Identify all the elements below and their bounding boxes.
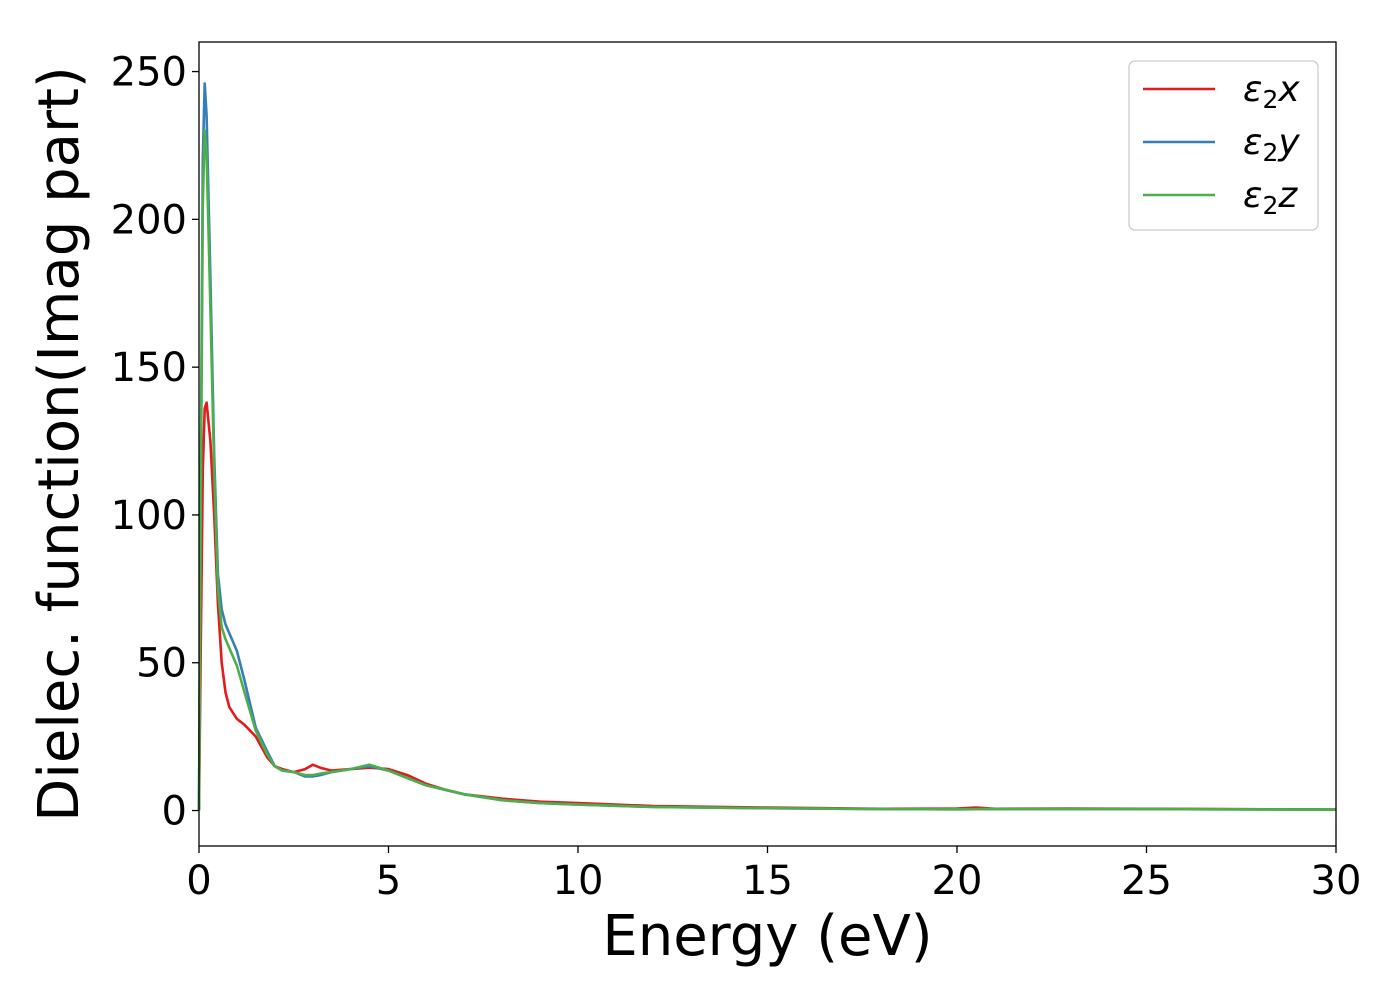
plot-lines xyxy=(197,82,1337,811)
y-axis-label: Dielec. function(Imag part) xyxy=(27,66,92,822)
y-tick-label: 150 xyxy=(111,345,187,391)
y-axis-ticks: 0 50 100 150 200 250 xyxy=(111,50,199,835)
y-tick-label: 250 xyxy=(111,50,187,96)
legend-box xyxy=(1128,60,1319,231)
x-tick-label: 25 xyxy=(1121,858,1172,904)
x-axis-label: Energy (eV) xyxy=(602,904,932,969)
y-tick-label: 50 xyxy=(136,641,187,687)
x-tick-label: 30 xyxy=(1311,858,1362,904)
x-tick-label: 10 xyxy=(553,858,604,904)
legend-label-z: ε2z xyxy=(1243,175,1298,220)
legend-label-x: ε2x xyxy=(1243,69,1300,114)
y-tick-label: 100 xyxy=(111,493,187,539)
x-tick-label: 0 xyxy=(186,858,211,904)
legend-label-y: ε2y xyxy=(1243,122,1300,167)
y-tick-label: 0 xyxy=(162,789,187,835)
legend: ε2x ε2y ε2z xyxy=(1128,60,1319,231)
y-tick-label: 200 xyxy=(111,197,187,243)
x-tick-label: 5 xyxy=(376,858,401,904)
x-tick-label: 15 xyxy=(742,858,793,904)
x-axis-ticks: 0 5 10 15 20 25 30 xyxy=(186,846,1361,904)
series-line-z xyxy=(197,129,1337,811)
x-tick-label: 20 xyxy=(932,858,983,904)
series-line-x xyxy=(197,401,1337,811)
